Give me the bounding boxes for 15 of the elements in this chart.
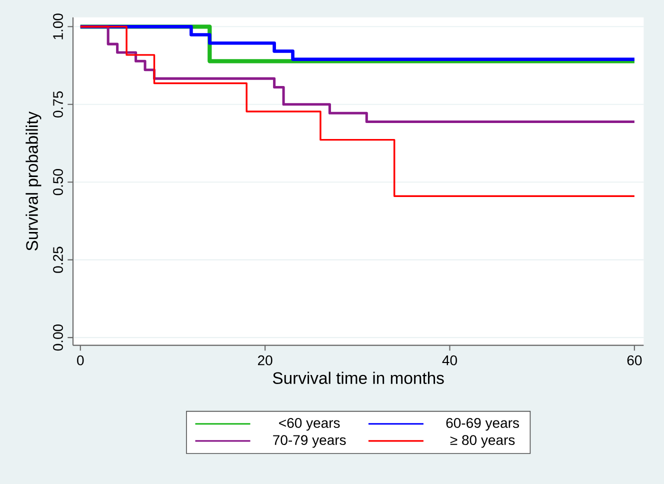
y-axis-title: Survival probability [26, 111, 42, 251]
y-tick-label: 0.75 [53, 91, 63, 118]
x-tick-label: 60 [627, 355, 642, 366]
x-tick-label: 40 [442, 355, 457, 366]
y-tick-label: 1.00 [53, 14, 63, 40]
y-tick-label: 0.50 [53, 169, 63, 196]
y-tick-label: 0.25 [53, 246, 63, 273]
x-tick-label: 0 [77, 355, 84, 366]
legend-label: ≥ 80 years [450, 435, 515, 448]
y-tick-label: 0.00 [53, 324, 63, 351]
legend-label: <60 years [279, 418, 340, 431]
legend-label: 60-69 years [446, 418, 519, 431]
legend-label: 70-79 years [273, 435, 346, 448]
x-tick-label: 20 [258, 355, 272, 366]
x-axis-title: Survival time in months [272, 372, 444, 384]
